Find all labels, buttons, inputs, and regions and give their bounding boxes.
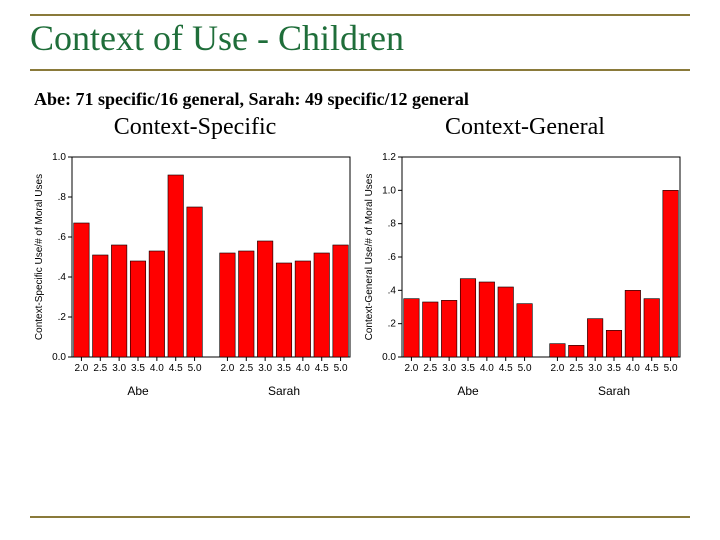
svg-text:.8: .8	[388, 219, 397, 230]
svg-text:5.0: 5.0	[518, 363, 532, 374]
svg-text:Context-Specific Use/# of Mora: Context-Specific Use/# of Moral Uses	[34, 174, 45, 340]
svg-text:3.5: 3.5	[131, 363, 145, 374]
left-chart-area: 0.0 .2 .4 .6 .8 1.0 Context-Specific Use/# of …	[30, 149, 360, 409]
svg-text:.2: .2	[388, 319, 397, 330]
svg-text:4.0: 4.0	[150, 363, 164, 374]
left-chart-svg: 0.0 .2 .4 .6 .8 1.0 Context-Specific Use/# of …	[30, 149, 360, 409]
svg-text:2.0: 2.0	[220, 363, 234, 374]
svg-text:2.5: 2.5	[239, 363, 253, 374]
svg-text:4.5: 4.5	[315, 363, 329, 374]
svg-text:4.0: 4.0	[626, 363, 640, 374]
slide-title: Context of Use - Children	[30, 18, 690, 59]
svg-text:Abe: Abe	[127, 384, 149, 398]
svg-text:1.2: 1.2	[382, 152, 396, 163]
svg-text:3.5: 3.5	[277, 363, 291, 374]
right-chart-column: Context-General 0.0 .2 .4 .6 .8 1.0 1.2 Context…	[360, 114, 690, 409]
svg-text:Abe: Abe	[457, 384, 479, 398]
right-chart-svg: 0.0 .2 .4 .6 .8 1.0 1.2 Context-General Use/# o…	[360, 149, 690, 409]
left-chart-heading: Context-Specific	[114, 114, 277, 141]
svg-text:3.0: 3.0	[112, 363, 126, 374]
charts-row: Context-Specific 0.0 .2 .4 .6 .8 1.0 Context-S…	[30, 114, 690, 409]
svg-text:4.5: 4.5	[645, 363, 659, 374]
svg-text:4.0: 4.0	[480, 363, 494, 374]
svg-text:4.5: 4.5	[499, 363, 513, 374]
svg-text:0.0: 0.0	[52, 352, 66, 363]
svg-text:5.0: 5.0	[188, 363, 202, 374]
svg-text:.8: .8	[58, 192, 67, 203]
svg-text:.4: .4	[388, 286, 397, 297]
svg-text:2.0: 2.0	[550, 363, 564, 374]
svg-text:2.5: 2.5	[423, 363, 437, 374]
svg-text:4.5: 4.5	[169, 363, 183, 374]
svg-text:.6: .6	[58, 232, 67, 243]
svg-text:.6: .6	[388, 252, 397, 263]
svg-text:.4: .4	[58, 272, 67, 283]
svg-text:2.5: 2.5	[569, 363, 583, 374]
title-rule: Context of Use - Children	[30, 14, 690, 71]
svg-text:Context-General Use/# of Moral: Context-General Use/# of Moral Uses	[364, 174, 375, 341]
svg-text:0.0: 0.0	[382, 352, 396, 363]
svg-text:2.0: 2.0	[74, 363, 88, 374]
svg-text:2.5: 2.5	[93, 363, 107, 374]
slide-root: Context of Use - Children Abe: 71 specif…	[0, 0, 720, 540]
svg-text:3.0: 3.0	[258, 363, 272, 374]
bottom-rule	[30, 516, 690, 518]
svg-text:Sarah: Sarah	[268, 384, 300, 398]
right-chart-area: 0.0 .2 .4 .6 .8 1.0 1.2 Context-General Use/# o…	[360, 149, 690, 409]
svg-text:5.0: 5.0	[334, 363, 348, 374]
svg-text:.2: .2	[58, 312, 67, 323]
svg-text:3.5: 3.5	[607, 363, 621, 374]
svg-text:5.0: 5.0	[664, 363, 678, 374]
svg-text:4.0: 4.0	[296, 363, 310, 374]
svg-text:3.0: 3.0	[442, 363, 456, 374]
right-chart-heading: Context-General	[445, 114, 605, 141]
svg-text:1.0: 1.0	[382, 186, 396, 197]
left-chart-column: Context-Specific 0.0 .2 .4 .6 .8 1.0 Context-S…	[30, 114, 360, 409]
svg-text:3.0: 3.0	[588, 363, 602, 374]
svg-text:2.0: 2.0	[404, 363, 418, 374]
svg-text:3.5: 3.5	[461, 363, 475, 374]
slide-subtitle: Abe: 71 specific/16 general, Sarah: 49 s…	[34, 89, 690, 110]
svg-text:1.0: 1.0	[52, 152, 66, 163]
svg-text:Sarah: Sarah	[598, 384, 630, 398]
